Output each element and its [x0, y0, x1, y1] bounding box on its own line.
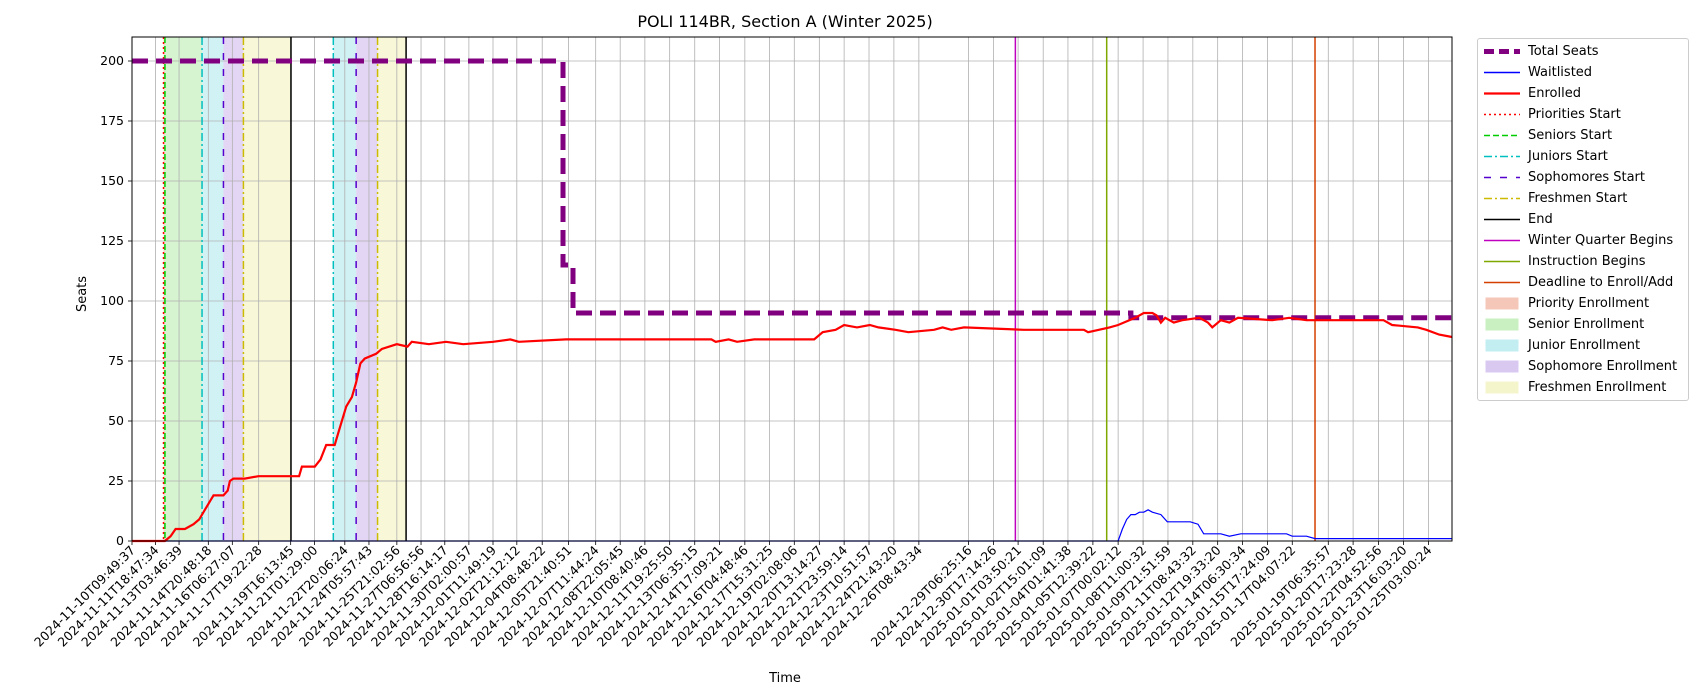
y-tick-label: 25 [108, 473, 124, 488]
legend-marker [1485, 318, 1519, 331]
legend-swatch [1484, 281, 1520, 284]
legend-label: Seniors Start [1528, 128, 1613, 143]
y-tick-label: 150 [100, 173, 124, 188]
y-tick-label: 125 [100, 233, 124, 248]
legend-label: Junior Enrollment [1528, 338, 1641, 353]
span-sophomore-enrollment [223, 37, 244, 541]
series-waitlisted [132, 509, 1452, 542]
span-senior-enrollment [164, 37, 203, 541]
legend-label: End [1528, 212, 1553, 227]
legend-swatch [1484, 134, 1520, 137]
span-junior-enrollment [202, 37, 224, 541]
series-enrolled [132, 311, 1453, 543]
y-tick-label: 0 [116, 533, 124, 548]
legend-item-deadline-to-enroll-add: Deadline to Enroll/Add [1478, 272, 1688, 293]
legend-item-waitlisted: Waitlisted [1478, 62, 1688, 83]
legend-swatch [1484, 260, 1520, 263]
y-axis-label: Seats [75, 276, 90, 312]
x-axis-label: Time [768, 671, 801, 686]
legend-marker [1485, 297, 1519, 310]
legend-swatch [1484, 176, 1520, 179]
legend-marker [1485, 360, 1519, 373]
legend-marker [1485, 381, 1519, 394]
legend-swatch [1484, 239, 1520, 242]
legend-swatch [1485, 381, 1519, 394]
legend-swatch [1485, 360, 1519, 373]
legend-swatch [1484, 113, 1520, 116]
legend-swatch [1484, 155, 1520, 158]
legend-marker [1485, 339, 1519, 352]
plot-area: 02550751001251501752002024-11-10T09:49:3… [31, 36, 1453, 650]
span-freshmen-enrollment [243, 37, 291, 541]
legend-item-juniors-start: Juniors Start [1478, 146, 1688, 167]
y-tick-label: 100 [100, 293, 124, 308]
legend-item-winter-quarter-begins: Winter Quarter Begins [1478, 230, 1688, 251]
legend-swatch [1485, 318, 1519, 331]
legend-label: Instruction Begins [1528, 254, 1646, 269]
legend-label: Enrolled [1528, 86, 1581, 101]
y-tick-label: 200 [100, 53, 124, 68]
legend-swatch [1484, 49, 1520, 54]
y-tick-label: 75 [108, 353, 124, 368]
legend-item-seniors-start: Seniors Start [1478, 125, 1688, 146]
legend-item-senior-enrollment: Senior Enrollment [1478, 314, 1688, 335]
legend-item-sophomore-enrollment: Sophomore Enrollment [1478, 356, 1688, 377]
span-sophomore-enrollment [356, 37, 378, 541]
legend-label: Sophomores Start [1528, 170, 1645, 185]
legend-label: Freshmen Enrollment [1528, 380, 1667, 395]
legend-item-priorities-start: Priorities Start [1478, 104, 1688, 125]
legend-item-freshmen-enrollment: Freshmen Enrollment [1478, 377, 1688, 398]
y-tick-label: 50 [108, 413, 124, 428]
legend-item-enrolled: Enrolled [1478, 83, 1688, 104]
legend-item-end: End [1478, 209, 1688, 230]
legend-item-freshmen-start: Freshmen Start [1478, 188, 1688, 209]
chart-title: POLI 114BR, Section A (Winter 2025) [637, 12, 932, 31]
span-freshmen-enrollment [377, 37, 407, 541]
legend-label: Priority Enrollment [1528, 296, 1650, 311]
x-tick-label: 2025-01-22T04:52:56 [1277, 542, 1384, 649]
legend-swatch [1484, 92, 1520, 95]
legend-item-total-seats: Total Seats [1478, 41, 1688, 62]
plot-frame [131, 36, 1453, 542]
legend-swatch [1484, 197, 1520, 200]
legend-swatch [1485, 297, 1519, 310]
y-tick-label: 175 [100, 113, 124, 128]
legend-label: Total Seats [1528, 44, 1599, 59]
legend-item-priority-enrollment: Priority Enrollment [1478, 293, 1688, 314]
legend-label: Waitlisted [1528, 65, 1593, 80]
legend-label: Deadline to Enroll/Add [1528, 275, 1674, 290]
legend-item-junior-enrollment: Junior Enrollment [1478, 335, 1688, 356]
legend-swatch [1485, 339, 1519, 352]
legend: Total Seats Waitlisted Enrolled Priorities … [1477, 38, 1689, 401]
legend-label: Juniors Start [1528, 149, 1608, 164]
legend-label: Sophomore Enrollment [1528, 359, 1678, 374]
legend-label: Senior Enrollment [1528, 317, 1645, 332]
legend-item-sophomores-start: Sophomores Start [1478, 167, 1688, 188]
legend-label: Priorities Start [1528, 107, 1621, 122]
legend-item-instruction-begins: Instruction Begins [1478, 251, 1688, 272]
legend-label: Freshmen Start [1528, 191, 1628, 206]
legend-swatch [1484, 71, 1520, 74]
legend-swatch [1484, 218, 1520, 221]
series-total-seats [132, 58, 1452, 321]
legend-label: Winter Quarter Begins [1528, 233, 1674, 248]
